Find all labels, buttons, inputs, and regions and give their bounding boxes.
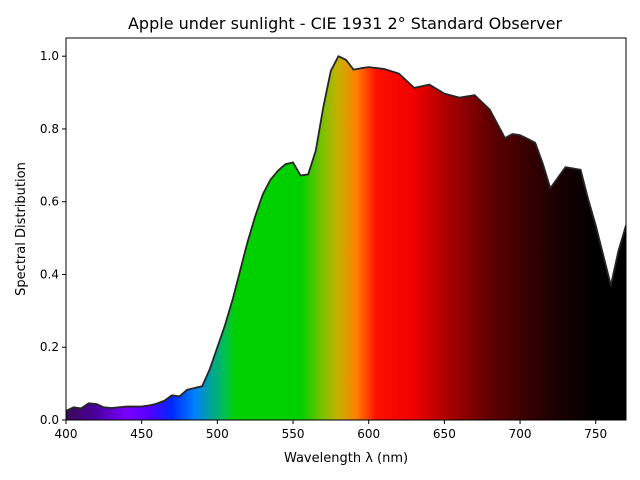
spectrum-area-fill [66, 56, 626, 420]
x-axis: 400 450 500 550 600 650 700 750 [55, 420, 607, 441]
x-tick-label: 700 [509, 427, 532, 441]
y-axis-label: Spectral Distribution [14, 162, 29, 296]
plot-frame [65, 37, 627, 421]
x-axis-label: Wavelength λ (nm) [284, 451, 408, 466]
y-tick-label: 0.2 [40, 340, 59, 354]
y-tick-label: 0.8 [40, 122, 59, 136]
y-tick-label: 0.6 [40, 195, 59, 209]
x-tick-label: 500 [206, 427, 229, 441]
x-tick-label: 400 [55, 427, 78, 441]
x-tick-label: 750 [584, 427, 607, 441]
x-tick-label: 650 [433, 427, 456, 441]
y-axis: 0.0 0.2 0.4 0.6 0.8 1.0 [40, 49, 66, 427]
chart-title: Apple under sunlight - CIE 1931 2° Stand… [128, 14, 562, 33]
x-tick-label: 600 [357, 427, 380, 441]
y-tick-label: 0.4 [40, 267, 59, 281]
plot-area [66, 55, 626, 420]
x-tick-label: 550 [282, 427, 305, 441]
y-tick-label: 0.0 [40, 413, 59, 427]
spectrum-outline [66, 55, 626, 412]
y-tick-label: 1.0 [40, 49, 59, 63]
x-tick-label: 450 [130, 427, 153, 441]
